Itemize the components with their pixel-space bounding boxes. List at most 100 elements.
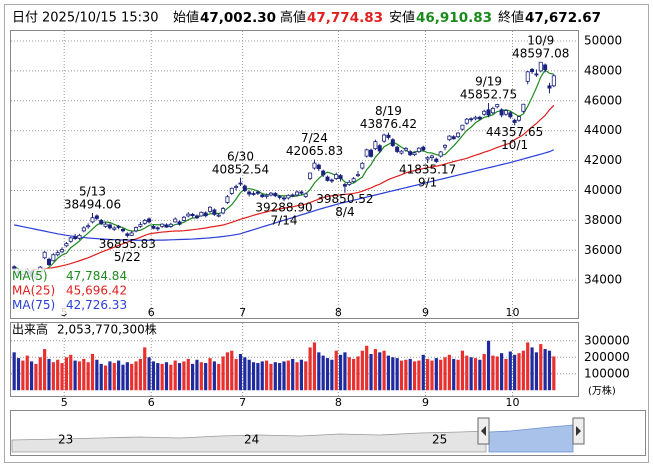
- volume-bar: [369, 353, 373, 391]
- candle-body: [173, 218, 178, 223]
- volume-bar: [86, 362, 90, 391]
- candle-body: [251, 193, 256, 195]
- y-tick-label: 34000: [584, 273, 622, 287]
- navigator-window[interactable]: [488, 424, 574, 453]
- volume-bar: [95, 359, 99, 391]
- candle-body: [286, 194, 291, 199]
- candle-body: [177, 221, 182, 225]
- volume-bar: [47, 358, 51, 391]
- volume-bar: [186, 358, 190, 391]
- candle-body: [538, 61, 543, 72]
- navigator-label: 25: [432, 433, 447, 447]
- candle-body: [225, 196, 230, 203]
- x-tick-label: 10: [505, 306, 519, 319]
- candle-body: [416, 147, 421, 153]
- volume-bar: [151, 361, 156, 391]
- y-tick-label: 36000: [584, 243, 622, 257]
- volume-title: 出来高: [12, 322, 48, 337]
- candle-body: [534, 73, 539, 76]
- header-open: 47,002.30: [200, 10, 276, 26]
- volume-bar: [217, 363, 221, 391]
- candle-body: [469, 118, 474, 121]
- volume-panel: [10, 322, 579, 397]
- x-tick-label: 7: [239, 396, 246, 409]
- annotation-date: 7/14: [271, 214, 298, 228]
- candle-body: [255, 191, 260, 194]
- volume-bar: [230, 350, 234, 391]
- legend-name: MA(25): [12, 284, 55, 298]
- header-label: 始値: [173, 10, 199, 26]
- x-tick-label: 10: [505, 396, 519, 409]
- candle-body: [147, 218, 152, 223]
- volume-bar: [517, 353, 521, 391]
- annotation-value: 39288.90: [255, 201, 312, 215]
- volume-bar: [251, 362, 256, 391]
- volume-bar: [73, 360, 77, 391]
- volume-bar: [365, 345, 369, 391]
- volume-bar: [317, 352, 321, 391]
- volume-bar: [195, 359, 199, 391]
- candle-body: [247, 191, 252, 195]
- volume-bar: [426, 358, 430, 391]
- legend-value: 42,726.33: [66, 298, 127, 312]
- candle-body: [490, 108, 495, 114]
- candle-body: [460, 124, 465, 130]
- volume-bar: [521, 350, 525, 391]
- volume-bar: [452, 358, 456, 391]
- x-tick-label: 8: [335, 396, 342, 409]
- volume-bar: [225, 352, 230, 391]
- volume-bar: [539, 344, 543, 391]
- candle-body: [425, 157, 430, 160]
- candle-body: [194, 215, 199, 219]
- volume-bar: [338, 354, 343, 391]
- candle-body: [329, 179, 334, 182]
- volume-bar: [208, 358, 212, 391]
- header-close: 47,672.67: [525, 10, 601, 26]
- x-tick-label: 9: [422, 396, 429, 409]
- legend-value: 45,696.42: [66, 284, 127, 298]
- volume-bar: [204, 363, 208, 391]
- candle-body: [386, 134, 391, 138]
- volume-bar: [21, 360, 25, 391]
- candle-body: [456, 132, 461, 138]
- volume-bar: [273, 362, 277, 391]
- volume-bar: [147, 357, 151, 391]
- candle-body: [403, 148, 408, 151]
- header-label: 終値: [498, 10, 524, 26]
- volume-bar: [439, 359, 443, 391]
- candle-body: [325, 176, 330, 181]
- volume-bar: [360, 350, 364, 391]
- volume-bar: [330, 359, 334, 391]
- candle-body: [412, 152, 417, 156]
- candle-body: [342, 184, 347, 187]
- volume-bar: [117, 360, 121, 391]
- volume-bar: [295, 362, 299, 391]
- volume-bar: [325, 358, 330, 391]
- volume-bar: [182, 361, 186, 391]
- candle-body: [312, 162, 317, 169]
- volume-bar: [504, 358, 508, 391]
- volume-bar: [378, 352, 382, 391]
- candle-body: [281, 197, 286, 200]
- volume-bar: [547, 350, 552, 391]
- volume-bar: [286, 360, 290, 391]
- ma-line: [14, 149, 555, 241]
- volume-bar: [60, 363, 64, 391]
- candle-body: [421, 146, 426, 151]
- annotation-value: 45852.75: [460, 88, 517, 102]
- volume-bar: [486, 340, 491, 391]
- volume-bar: [269, 363, 273, 391]
- volume-bar: [304, 361, 308, 391]
- volume-unit: (万株): [588, 384, 616, 397]
- candle-body: [316, 164, 321, 170]
- candle-body: [451, 136, 456, 140]
- volume-bar: [51, 362, 55, 391]
- candle-body: [73, 236, 78, 240]
- candle-body: [277, 196, 282, 198]
- navigator-label: 24: [244, 433, 259, 447]
- volume-bar: [264, 360, 269, 391]
- header-low: 46,910.83: [416, 10, 492, 26]
- annotation-value: 48597.08: [512, 46, 569, 60]
- volume-bar: [491, 355, 495, 391]
